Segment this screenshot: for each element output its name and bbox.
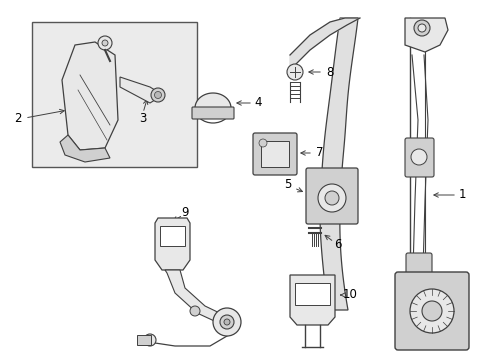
Text: 4: 4 bbox=[254, 96, 261, 109]
Polygon shape bbox=[404, 18, 447, 52]
Polygon shape bbox=[60, 135, 110, 162]
Polygon shape bbox=[155, 218, 190, 270]
FancyBboxPatch shape bbox=[394, 272, 468, 350]
Polygon shape bbox=[195, 93, 230, 108]
FancyBboxPatch shape bbox=[405, 253, 431, 285]
Text: 8: 8 bbox=[325, 66, 333, 78]
Circle shape bbox=[417, 24, 425, 32]
FancyBboxPatch shape bbox=[252, 133, 296, 175]
Circle shape bbox=[259, 139, 266, 147]
Bar bbox=[160, 226, 184, 246]
Bar bbox=[137, 335, 151, 345]
Circle shape bbox=[220, 315, 234, 329]
FancyBboxPatch shape bbox=[192, 107, 234, 119]
Circle shape bbox=[317, 184, 346, 212]
Circle shape bbox=[98, 36, 112, 50]
Polygon shape bbox=[164, 270, 229, 325]
Circle shape bbox=[421, 301, 441, 321]
Polygon shape bbox=[62, 42, 118, 150]
Circle shape bbox=[190, 306, 200, 316]
Text: 2: 2 bbox=[14, 112, 21, 125]
Text: 1: 1 bbox=[457, 189, 465, 202]
Polygon shape bbox=[319, 18, 357, 310]
Bar bbox=[261, 141, 288, 167]
Circle shape bbox=[143, 334, 156, 346]
Bar bbox=[32, 22, 197, 167]
Text: 10: 10 bbox=[342, 288, 357, 302]
Circle shape bbox=[151, 88, 164, 102]
Text: 9: 9 bbox=[181, 207, 188, 220]
Circle shape bbox=[102, 40, 108, 46]
Text: 5: 5 bbox=[284, 179, 291, 192]
Bar bbox=[294, 283, 329, 305]
Polygon shape bbox=[289, 18, 359, 70]
FancyBboxPatch shape bbox=[305, 168, 357, 224]
Text: 7: 7 bbox=[316, 147, 323, 159]
Circle shape bbox=[224, 319, 229, 325]
Circle shape bbox=[413, 20, 429, 36]
Text: 3: 3 bbox=[139, 112, 146, 125]
Circle shape bbox=[286, 64, 303, 80]
Circle shape bbox=[410, 149, 426, 165]
Polygon shape bbox=[120, 77, 158, 103]
Circle shape bbox=[213, 308, 241, 336]
Circle shape bbox=[325, 191, 338, 205]
Circle shape bbox=[154, 91, 161, 99]
Polygon shape bbox=[289, 275, 334, 325]
Text: 6: 6 bbox=[334, 238, 341, 252]
FancyBboxPatch shape bbox=[404, 138, 433, 177]
Circle shape bbox=[409, 289, 453, 333]
